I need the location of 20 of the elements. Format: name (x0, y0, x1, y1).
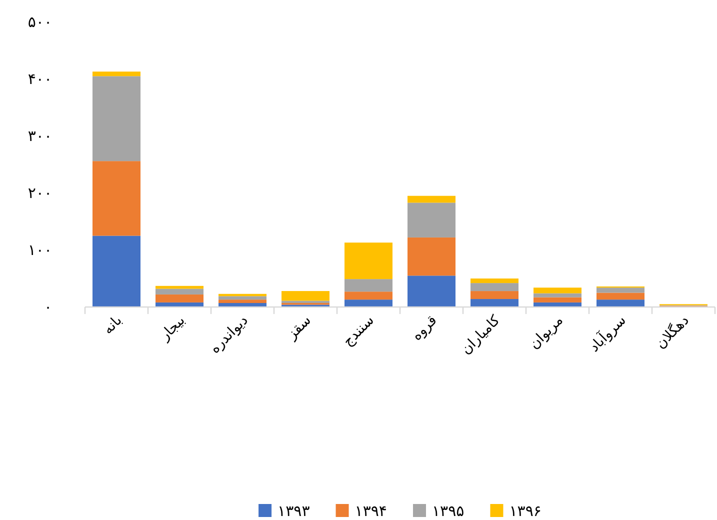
y-tick-label: ۳۰۰ (28, 127, 52, 145)
x-tick-label: سقز (284, 312, 314, 344)
x-tick-label: بیجار (156, 312, 188, 344)
legend-label: ۱۳۹۶ (509, 502, 542, 520)
x-tick-label: مریوان (526, 312, 566, 352)
x-tick-label: بانه (100, 312, 126, 338)
x-tick-label: سروآباد (585, 311, 630, 356)
x-tick-label: سنندج (340, 312, 378, 350)
x-tick-label: دهگلان (652, 312, 692, 352)
x-tick-label: دیواندره (207, 312, 252, 357)
y-tick-label: ۱۰۰ (28, 241, 52, 259)
y-tick-label: ۰ (44, 298, 52, 316)
legend-label: ۱۳۹۵ (432, 502, 464, 520)
legend-label: ۱۳۹۳ (278, 502, 310, 520)
x-tick-label: قروه (408, 312, 440, 344)
y-tick-label: ۵۰۰ (28, 13, 52, 31)
x-tick-label: کامیاران (458, 312, 504, 358)
legend-label: ۱۳۹۴ (354, 502, 387, 520)
y-tick-label: ۲۰۰ (28, 184, 52, 202)
y-tick-label: ۴۰۰ (28, 70, 52, 88)
